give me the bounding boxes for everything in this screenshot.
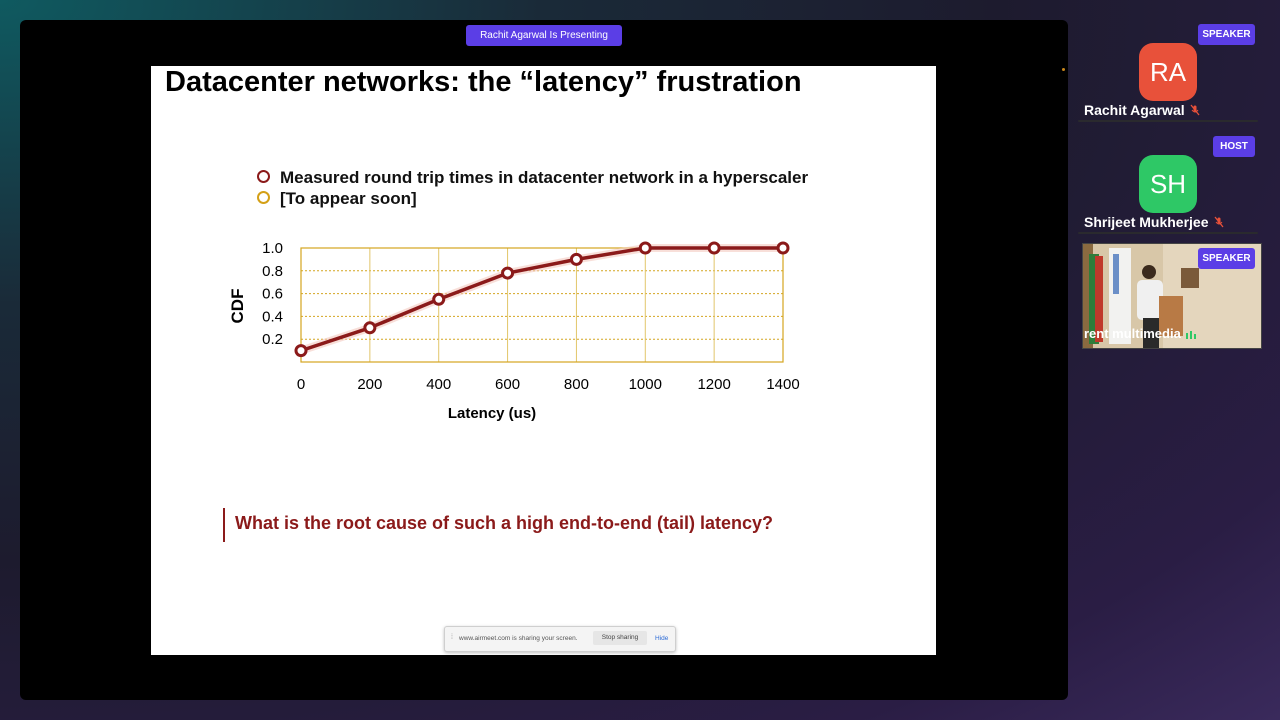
mic-muted-icon <box>1189 103 1201 119</box>
stop-sharing-button[interactable]: Stop sharing <box>593 631 647 645</box>
participant-name-label: Rachit Agarwal <box>1084 102 1185 118</box>
participant-name: rent multimedia <box>1084 326 1197 342</box>
avatar[interactable]: SH <box>1139 155 1197 213</box>
data-point <box>569 252 583 266</box>
hide-button[interactable]: Hide <box>655 635 669 642</box>
legend-label: [To appear soon] <box>280 189 417 208</box>
data-point <box>776 241 790 255</box>
x-tick-label: 400 <box>426 376 451 393</box>
x-tick-label: 1400 <box>766 376 799 393</box>
data-point <box>363 321 377 335</box>
data-point <box>432 292 446 306</box>
legend-item-measured: Measured round trip times in datacenter … <box>257 168 808 188</box>
y-axis-label: CDF <box>228 289 247 324</box>
data-point <box>501 266 515 280</box>
tile-divider <box>1078 232 1258 234</box>
screen-share-bar: ⁞ www.airmeet.com is sharing your screen… <box>444 626 676 652</box>
plot-frame <box>300 247 784 363</box>
x-tick-label: 200 <box>357 376 382 393</box>
slide-title: Datacenter networks: the “latency” frust… <box>165 66 802 98</box>
participant-name-label: rent multimedia <box>1084 326 1181 341</box>
x-tick-label: 800 <box>564 376 589 393</box>
legend-item-upcoming: [To appear soon] <box>257 189 417 209</box>
avatar[interactable]: RA <box>1139 43 1197 101</box>
presenting-badge: Rachit Agarwal Is Presenting <box>466 25 622 46</box>
shared-slide: Datacenter networks: the “latency” frust… <box>151 66 936 655</box>
drag-handle-icon[interactable]: ⁞ <box>451 634 453 641</box>
legend-label: Measured round trip times in datacenter … <box>280 168 809 187</box>
participant-name-label: Shrijeet Mukherjee <box>1084 214 1209 230</box>
series-line <box>300 246 783 353</box>
mic-active-icon <box>1185 327 1197 342</box>
role-badge-host: HOST <box>1213 136 1255 157</box>
y-tick-label: 0.4 <box>262 308 283 325</box>
role-badge-speaker: SPEAKER <box>1198 24 1255 45</box>
series-glow <box>299 244 783 355</box>
data-point <box>294 344 308 358</box>
x-axis-label: Latency (us) <box>448 405 536 422</box>
stage-indicator-dot <box>1062 68 1065 71</box>
participant-name: Shrijeet Mukherjee <box>1084 214 1225 231</box>
data-point <box>707 241 721 255</box>
x-tick-label: 600 <box>495 376 520 393</box>
role-badge-speaker: SPEAKER <box>1198 248 1255 269</box>
share-message: www.airmeet.com is sharing your screen. <box>459 635 578 642</box>
y-tick-label: 1.0 <box>262 240 283 257</box>
legend-marker-icon <box>257 191 270 205</box>
tile-divider <box>1078 120 1258 122</box>
legend-marker-icon <box>257 170 270 184</box>
y-tick-label: 0.8 <box>262 263 283 280</box>
participant-name: Rachit Agarwal <box>1084 102 1201 119</box>
x-tick-label: 0 <box>297 376 305 393</box>
latency-cdf-chart: 0.2 0.4 0.6 0.8 1.0 0 200 400 600 800 1000 1200 1400… <box>228 240 800 422</box>
x-tick-label: 1000 <box>629 376 662 393</box>
mic-muted-icon <box>1213 215 1225 231</box>
x-tick-label: 1200 <box>697 376 730 393</box>
data-point <box>638 241 652 255</box>
y-tick-label: 0.6 <box>262 286 283 303</box>
y-tick-label: 0.2 <box>262 331 283 348</box>
slide-question: What is the root cause of such a high en… <box>223 508 773 542</box>
